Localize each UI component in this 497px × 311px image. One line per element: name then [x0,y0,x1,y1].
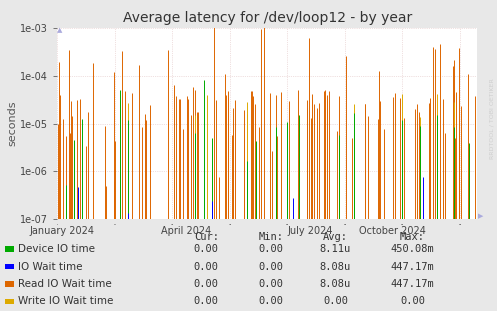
Text: Max:: Max: [400,232,425,242]
Text: October 2024: October 2024 [359,226,426,236]
Text: IO Wait time: IO Wait time [18,262,83,272]
Text: 0.00: 0.00 [194,244,219,254]
Text: 8.08u: 8.08u [320,262,351,272]
Text: 447.17m: 447.17m [391,262,434,272]
Text: 8.08u: 8.08u [320,279,351,289]
Text: 450.08m: 450.08m [391,244,434,254]
Title: Average latency for /dev/loop12 - by year: Average latency for /dev/loop12 - by yea… [123,12,412,26]
Y-axis label: seconds: seconds [7,101,17,146]
Text: April 2024: April 2024 [161,226,212,236]
Text: 0.00: 0.00 [258,279,283,289]
Text: 0.00: 0.00 [323,296,348,306]
Text: 0.00: 0.00 [194,262,219,272]
Text: 0.00: 0.00 [194,279,219,289]
Text: Min:: Min: [258,232,283,242]
Text: Write IO Wait time: Write IO Wait time [18,296,113,306]
Text: 0.00: 0.00 [258,262,283,272]
Text: 0.00: 0.00 [194,296,219,306]
Text: July 2024: July 2024 [288,226,333,236]
Text: Cur:: Cur: [194,232,219,242]
Text: ▲: ▲ [57,27,63,33]
Text: 0.00: 0.00 [258,296,283,306]
Text: ▶: ▶ [478,213,484,219]
Text: 0.00: 0.00 [258,244,283,254]
Text: Avg:: Avg: [323,232,348,242]
Text: 447.17m: 447.17m [391,279,434,289]
Text: 0.00: 0.00 [400,296,425,306]
Text: Read IO Wait time: Read IO Wait time [18,279,112,289]
Text: Device IO time: Device IO time [18,244,95,254]
Text: 8.11u: 8.11u [320,244,351,254]
Text: RRDTOOL / TOBI OETIKER: RRDTOOL / TOBI OETIKER [490,78,495,159]
Text: January 2024: January 2024 [30,226,94,236]
